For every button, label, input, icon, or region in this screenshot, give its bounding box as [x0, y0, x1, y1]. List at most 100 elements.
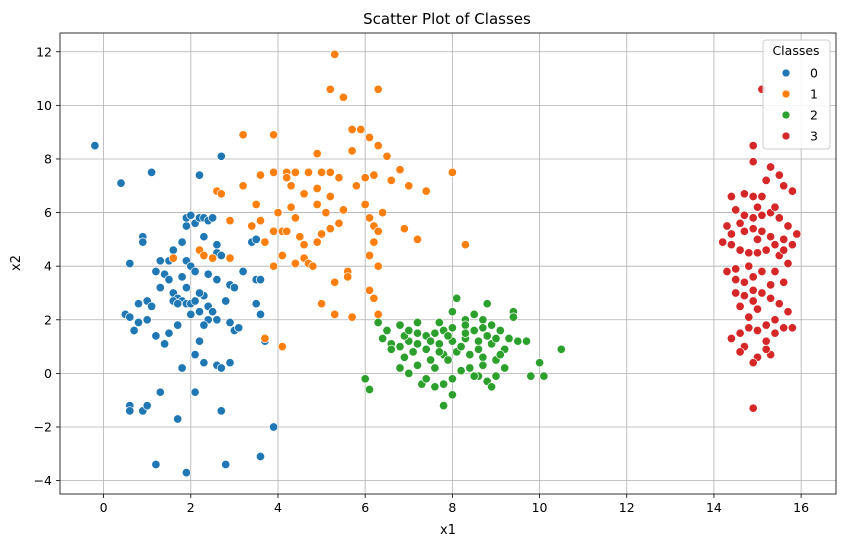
- data-point-class-2: [478, 352, 488, 362]
- data-point-class-2: [360, 374, 370, 384]
- data-point-class-1: [347, 312, 357, 322]
- y-tick-label: −4: [34, 473, 52, 488]
- data-point-class-3: [783, 258, 793, 269]
- data-point-class-3: [766, 293, 776, 303]
- data-point-class-3: [726, 229, 736, 239]
- data-point-class-3: [739, 277, 749, 287]
- y-tick-label: 10: [36, 98, 52, 113]
- data-point-class-3: [787, 323, 797, 333]
- data-point-class-3: [731, 264, 741, 274]
- x-tick-label: 16: [793, 500, 809, 515]
- data-point-class-1: [208, 253, 218, 263]
- data-point-class-2: [395, 342, 405, 352]
- data-point-class-3: [752, 325, 763, 336]
- data-point-class-1: [386, 175, 396, 185]
- data-point-class-2: [521, 336, 532, 346]
- data-point-class-1: [312, 199, 322, 210]
- y-tick-label: 4: [44, 259, 52, 274]
- data-point-class-1: [343, 272, 353, 282]
- data-point-class-3: [739, 189, 749, 199]
- data-point-class-0: [255, 309, 266, 319]
- data-point-class-1: [290, 167, 300, 177]
- data-point-class-3: [757, 191, 767, 202]
- data-point-class-1: [373, 141, 383, 151]
- data-point-class-2: [399, 352, 409, 362]
- data-point-class-3: [731, 205, 741, 215]
- y-tick-label: 0: [44, 366, 52, 381]
- data-point-class-0: [234, 323, 244, 333]
- data-point-class-1: [373, 309, 383, 319]
- data-point-class-0: [221, 459, 231, 470]
- data-point-class-1: [369, 170, 379, 180]
- data-point-class-2: [460, 328, 470, 338]
- data-point-class-2: [426, 355, 436, 365]
- data-point-class-0: [160, 339, 170, 349]
- data-point-class-1: [334, 218, 344, 228]
- data-point-class-0: [173, 414, 183, 424]
- x-axis-label: x1: [440, 523, 456, 538]
- data-point-class-2: [508, 312, 518, 322]
- data-point-class-1: [303, 167, 314, 177]
- data-point-class-3: [748, 141, 758, 151]
- data-point-class-1: [330, 49, 340, 59]
- data-point-class-1: [308, 261, 318, 271]
- data-point-class-3: [757, 288, 767, 298]
- data-point-class-1: [360, 199, 370, 210]
- data-point-class-2: [373, 317, 383, 328]
- data-point-class-0: [177, 363, 187, 373]
- data-point-class-3: [748, 157, 758, 167]
- data-point-class-3: [761, 320, 771, 330]
- chart-title: Scatter Plot of Classes: [363, 10, 531, 28]
- data-point-class-1: [317, 229, 327, 239]
- data-point-class-1: [338, 92, 348, 102]
- data-point-class-0: [147, 301, 157, 311]
- data-point-class-1: [412, 234, 423, 244]
- data-point-class-2: [395, 363, 405, 373]
- data-point-class-3: [779, 323, 789, 333]
- data-point-class-3: [731, 288, 741, 298]
- data-point-class-2: [465, 363, 475, 373]
- data-point-class-2: [478, 360, 488, 370]
- data-point-class-2: [447, 307, 457, 317]
- data-point-class-0: [151, 331, 161, 341]
- data-point-class-2: [412, 317, 423, 328]
- data-point-class-2: [386, 344, 396, 354]
- data-point-class-1: [282, 173, 292, 183]
- data-point-class-1: [364, 250, 375, 261]
- data-point-class-3: [766, 162, 776, 172]
- data-point-class-0: [177, 237, 187, 247]
- y-tick-label: 8: [44, 151, 52, 166]
- data-point-class-1: [299, 189, 309, 199]
- data-point-class-3: [757, 266, 767, 277]
- data-point-class-1: [260, 333, 270, 344]
- data-point-class-3: [748, 191, 758, 202]
- data-points: [90, 49, 802, 478]
- data-point-class-1: [299, 240, 309, 250]
- data-point-class-0: [255, 451, 266, 462]
- x-tick-label: 10: [532, 500, 548, 515]
- data-point-class-3: [766, 280, 776, 290]
- data-point-class-1: [351, 181, 361, 191]
- y-axis-label: x2: [9, 255, 24, 271]
- data-point-class-0: [212, 315, 222, 325]
- data-point-class-0: [151, 459, 161, 470]
- data-point-class-1: [247, 221, 257, 231]
- data-point-class-1: [286, 202, 296, 212]
- data-point-class-0: [168, 245, 178, 255]
- data-point-class-1: [317, 299, 327, 309]
- data-point-class-3: [761, 336, 771, 346]
- data-point-class-3: [770, 202, 780, 212]
- data-point-class-1: [269, 167, 279, 177]
- data-point-class-3: [748, 272, 758, 282]
- data-point-class-2: [447, 323, 457, 333]
- data-point-class-0: [216, 406, 226, 416]
- data-point-class-3: [774, 299, 784, 309]
- data-point-class-3: [739, 291, 749, 301]
- data-point-class-3: [787, 186, 797, 196]
- data-point-class-2: [504, 333, 514, 344]
- data-point-class-3: [770, 328, 780, 338]
- y-tick-label: −2: [34, 419, 52, 434]
- data-point-class-3: [761, 245, 771, 255]
- data-point-class-3: [757, 226, 767, 236]
- legend-entries: 0 1 2 3: [781, 66, 818, 144]
